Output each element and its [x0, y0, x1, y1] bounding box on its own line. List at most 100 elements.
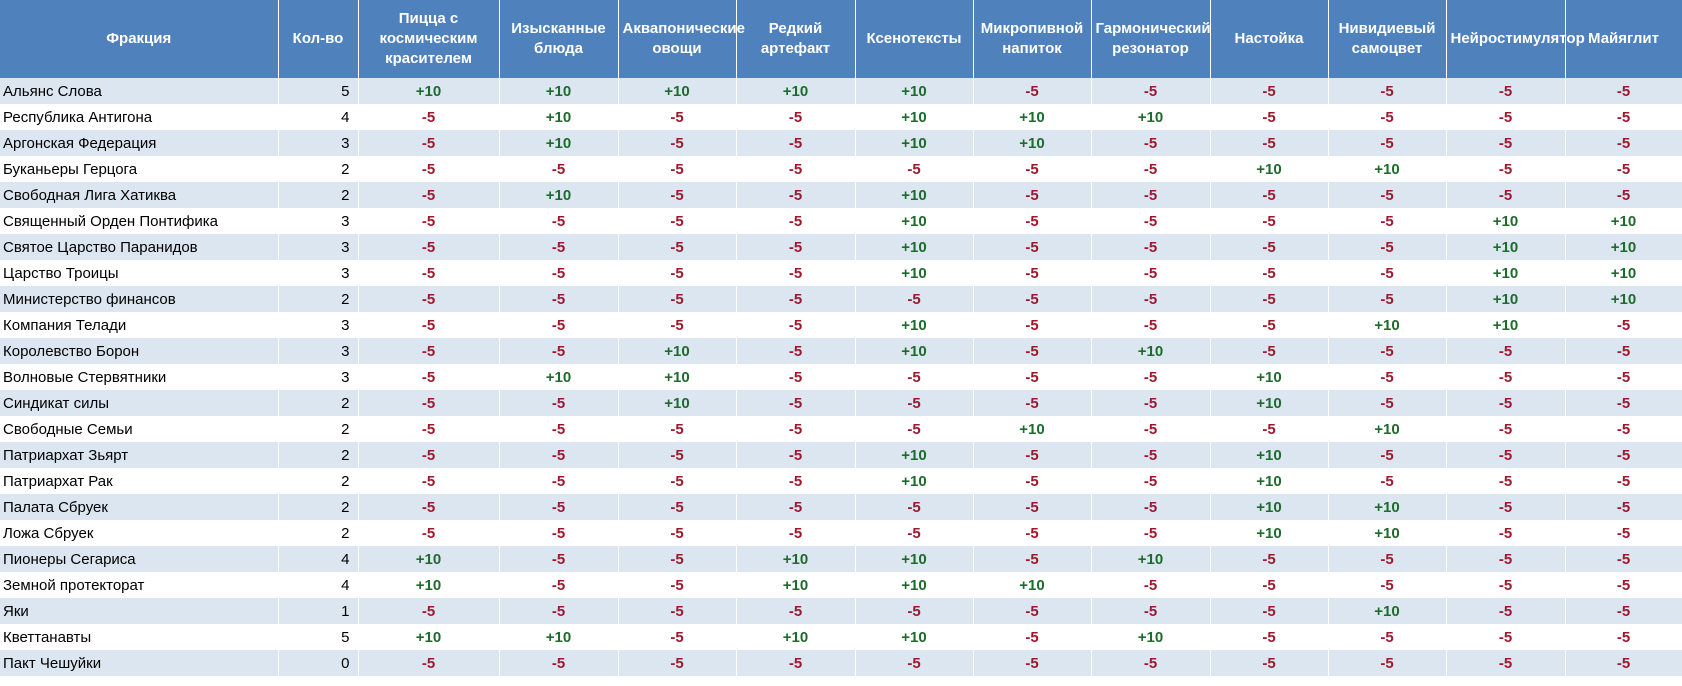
reputation-value-cell: -5: [618, 494, 737, 520]
table-row[interactable]: Свободная Лига Хатиква 2 -5 +10 -5 -5 +10 -5 -5-…: [0, 182, 1682, 208]
count-cell: 5: [278, 624, 359, 650]
table-row[interactable]: Земной протекторат 4 +10 -5 -5 +10 +10 +10 -5 -5-…: [0, 572, 1682, 598]
reputation-value-cell: -5: [1565, 364, 1682, 390]
reputation-value-cell: -5: [1565, 494, 1682, 520]
column-header[interactable]: Изысканные блюда: [499, 0, 619, 78]
reputation-value-cell: +10: [358, 624, 500, 650]
reputation-value-cell: +10: [1328, 416, 1447, 442]
reputation-value-cell: -5: [855, 650, 974, 676]
reputation-value-cell: -5: [855, 416, 974, 442]
reputation-value-cell: +10: [973, 572, 1092, 598]
column-header[interactable]: Кол-во: [278, 0, 359, 78]
table-row[interactable]: Палата Сбруек 2 -5 -5 -5 -5 -5 -5 -5 +10 +10 -5 -5: [0, 494, 1682, 520]
table-row[interactable]: Компания Телади 3 -5 -5 -5 -5 +10 -5 -5 -5 +10 +10-…: [0, 312, 1682, 338]
column-header[interactable]: Нивидиевый самоцвет: [1328, 0, 1447, 78]
table-row[interactable]: Синдикат силы 2 -5 -5 +10 -5 -5 -5 -5 +10 -5 -5 -5: [0, 390, 1682, 416]
table-row[interactable]: Ложа Сбруек 2 -5 -5 -5 -5 -5 -5 -5 +10 +10 -5 -5: [0, 520, 1682, 546]
reputation-value-cell: +10: [855, 546, 974, 572]
table-row[interactable]: Волновые Стервятники 3 -5 +10 +10 -5 -5 -5 -5 +10…: [0, 364, 1682, 390]
faction-name-cell: Палата Сбруек: [0, 494, 279, 520]
reputation-value-cell: +10: [618, 390, 737, 416]
reputation-value-cell: -5: [1091, 442, 1211, 468]
reputation-value-cell: -5: [499, 208, 619, 234]
column-header[interactable]: Гармонический резонатор: [1091, 0, 1211, 78]
table-row[interactable]: Патриархат Зьярт 2 -5 -5 -5 -5 +10 -5 -5 +10 -5 -5-…: [0, 442, 1682, 468]
reputation-value-cell: -5: [358, 338, 500, 364]
reputation-value-cell: -5: [736, 442, 856, 468]
table-row[interactable]: Царство Троицы 3 -5 -5 -5 -5 +10 -5 -5 -5 -5 +10 +10: [0, 260, 1682, 286]
reputation-value-cell: -5: [973, 78, 1092, 104]
reputation-value-cell: -5: [736, 104, 856, 130]
reputation-value-cell: -5: [1446, 338, 1566, 364]
reputation-value-cell: -5: [1091, 572, 1211, 598]
table-row[interactable]: Патриархат Рак 2 -5 -5 -5 -5 +10 -5 -5 +10 -5 -5 -5: [0, 468, 1682, 494]
table-row[interactable]: Пакт Чешуйки 0 -5 -5 -5 -5 -5 -5 -5 -5 -5 -5 -5: [0, 650, 1682, 676]
count-cell: 2: [278, 520, 359, 546]
reputation-value-cell: -5: [1091, 156, 1211, 182]
reputation-value-cell: -5: [499, 650, 619, 676]
reputation-value-cell: -5: [1210, 104, 1329, 130]
table-row[interactable]: Буканьеры Герцога 2 -5 -5 -5 -5 -5 -5 -5 +10 +10 -5…: [0, 156, 1682, 182]
table-row[interactable]: Альянс Слова 5 +10 +10 +10 +10 +10 -5 -5 -5 -5 -5 -5: [0, 78, 1682, 104]
column-header[interactable]: Майяглит: [1565, 0, 1682, 78]
column-header[interactable]: Редкий артефакт: [736, 0, 856, 78]
column-header[interactable]: Пицца с космическим красителем: [358, 0, 500, 78]
reputation-value-cell: -5: [1328, 572, 1447, 598]
reputation-value-cell: -5: [1446, 468, 1566, 494]
reputation-value-cell: -5: [1210, 286, 1329, 312]
faction-name-cell: Министерство финансов: [0, 286, 279, 312]
reputation-value-cell: -5: [1328, 650, 1447, 676]
reputation-value-cell: +10: [1328, 598, 1447, 624]
table-row[interactable]: Священный Орден Понтифика 3 -5 -5 -5 -5 +10 -5-…: [0, 208, 1682, 234]
table-row[interactable]: Пионеры Сегариса 4 +10 -5 -5 +10 +10 -5 +10 -5 -5-…: [0, 546, 1682, 572]
reputation-value-cell: +10: [1446, 208, 1566, 234]
reputation-value-cell: -5: [973, 208, 1092, 234]
reputation-value-cell: -5: [973, 624, 1092, 650]
reputation-value-cell: +10: [1328, 156, 1447, 182]
reputation-value-cell: -5: [855, 494, 974, 520]
reputation-value-cell: -5: [1446, 104, 1566, 130]
reputation-value-cell: -5: [1328, 442, 1447, 468]
reputation-value-cell: -5: [499, 546, 619, 572]
reputation-value-cell: -5: [1328, 182, 1447, 208]
table-row[interactable]: Яки 1 -5 -5 -5 -5 -5 -5 -5 -5 +10 -5 -5: [0, 598, 1682, 624]
column-header[interactable]: Ксенотексты: [855, 0, 974, 78]
reputation-value-cell: -5: [1446, 416, 1566, 442]
table-row[interactable]: Министерство финансов 2 -5 -5 -5 -5 -5 -5 -5 -5 -5…: [0, 286, 1682, 312]
reputation-value-cell: -5: [499, 312, 619, 338]
reputation-value-cell: -5: [1565, 442, 1682, 468]
reputation-value-cell: -5: [1328, 234, 1447, 260]
reputation-value-cell: -5: [1446, 78, 1566, 104]
reputation-value-cell: -5: [358, 182, 500, 208]
reputation-value-cell: -5: [1565, 416, 1682, 442]
reputation-value-cell: -5: [1565, 624, 1682, 650]
reputation-value-cell: -5: [358, 260, 500, 286]
column-header[interactable]: Нейростимулятор: [1446, 0, 1585, 78]
column-header[interactable]: Микропивной напиток: [973, 0, 1092, 78]
reputation-value-cell: +10: [855, 182, 974, 208]
table-row[interactable]: Свободные Семьи 2 -5 -5 -5 -5 -5 +10 -5 -5 +10 -5 -5: [0, 416, 1682, 442]
column-header[interactable]: Настойка: [1210, 0, 1329, 78]
reputation-value-cell: +10: [618, 78, 737, 104]
reputation-value-cell: -5: [1210, 416, 1329, 442]
reputation-value-cell: -5: [618, 208, 737, 234]
reputation-value-cell: -5: [736, 598, 856, 624]
table-row[interactable]: Республика Антигона 4 -5 +10 -5 -5 +10 +10 +10 -5…: [0, 104, 1682, 130]
reputation-value-cell: -5: [499, 598, 619, 624]
reputation-value-cell: -5: [855, 156, 974, 182]
reputation-value-cell: -5: [736, 312, 856, 338]
column-header[interactable]: Аквапонические овощи: [618, 0, 745, 78]
column-header[interactable]: Фракция: [0, 0, 279, 78]
reputation-value-cell: -5: [1565, 312, 1682, 338]
table-row[interactable]: Святое Царство Паранидов 3 -5 -5 -5 -5 +10 -5 -5…: [0, 234, 1682, 260]
reputation-value-cell: -5: [1565, 182, 1682, 208]
table-row[interactable]: Королевство Борон 3 -5 -5 +10 -5 +10 -5 +10 -5 -5-…: [0, 338, 1682, 364]
reputation-value-cell: +10: [855, 130, 974, 156]
reputation-value-cell: -5: [1091, 494, 1211, 520]
table-row[interactable]: Кветтанавты 5 +10 +10 -5 +10 +10 -5 +10 -5 -5 -5 -5: [0, 624, 1682, 650]
reputation-value-cell: +10: [1210, 442, 1329, 468]
table-row[interactable]: Аргонская Федерация 3 -5 +10 -5 -5 +10 +10 -5 -5-…: [0, 130, 1682, 156]
faction-name-cell: Священный Орден Понтифика: [0, 208, 279, 234]
reputation-value-cell: -5: [1446, 130, 1566, 156]
reputation-value-cell: +10: [1210, 468, 1329, 494]
